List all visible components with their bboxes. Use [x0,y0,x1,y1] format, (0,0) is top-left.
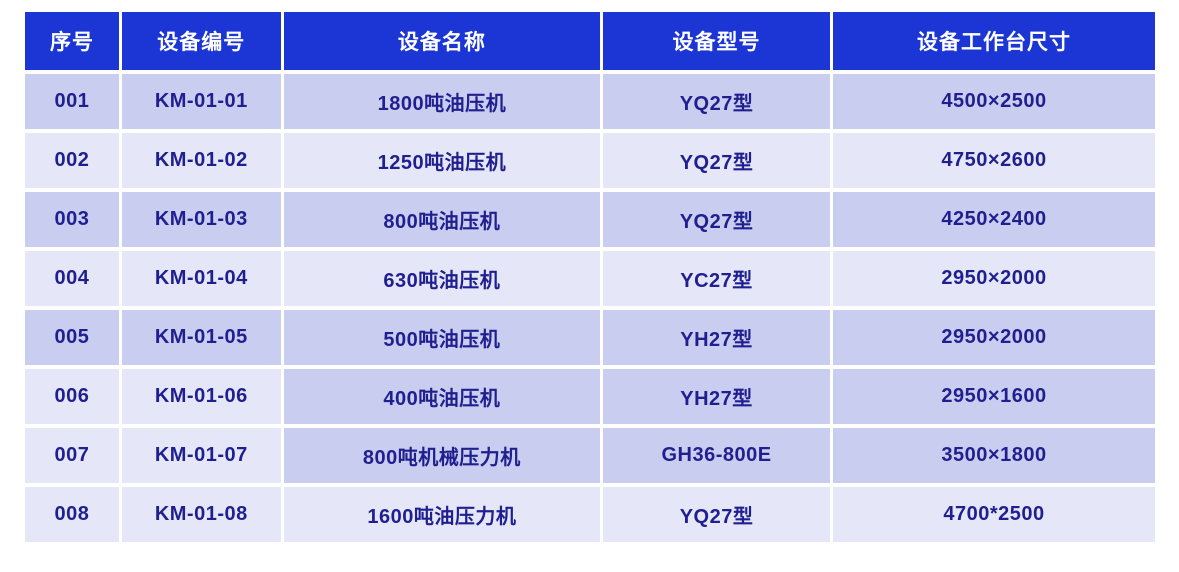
cell-name: 1250吨油压机 [283,133,601,188]
cell-code: KM-01-04 [121,251,281,306]
cell-serial: 004 [25,251,119,306]
table-row: 004 KM-01-04 630吨油压机 YC27型 2950×2000 [25,251,1155,306]
cell-size: 4500×2500 [833,74,1155,129]
equipment-table-container: 序号 设备编号 设备名称 设备型号 设备工作台尺寸 001 KM-01-01 1… [22,8,1158,546]
table-row: 008 KM-01-08 1600吨油压力机 YQ27型 4700*2500 [25,487,1155,542]
cell-size: 4250×2400 [833,192,1155,247]
table-row: 006 KM-01-06 400吨油压机 YH27型 2950×1600 [25,369,1155,424]
cell-name: 400吨油压机 [283,369,601,424]
cell-code: KM-01-08 [121,487,281,542]
cell-code: KM-01-03 [121,192,281,247]
cell-size: 4750×2600 [833,133,1155,188]
cell-model: YQ27型 [603,487,830,542]
cell-size: 2950×2000 [833,251,1155,306]
cell-serial: 008 [25,487,119,542]
table-row: 007 KM-01-07 800吨机械压力机 GH36-800E 3500×18… [25,428,1155,483]
cell-size: 3500×1800 [833,428,1155,483]
cell-size: 2950×2000 [833,310,1155,365]
cell-serial: 002 [25,133,119,188]
cell-code: KM-01-07 [121,428,281,483]
table-row: 005 KM-01-05 500吨油压机 YH27型 2950×2000 [25,310,1155,365]
cell-serial: 001 [25,74,119,129]
table-body: 001 KM-01-01 1800吨油压机 YQ27型 4500×2500 00… [25,74,1155,542]
cell-name: 630吨油压机 [283,251,601,306]
cell-serial: 006 [25,369,119,424]
cell-model: YQ27型 [603,74,830,129]
cell-code: KM-01-02 [121,133,281,188]
column-header-serial: 序号 [25,12,119,70]
cell-model: YQ27型 [603,192,830,247]
cell-serial: 007 [25,428,119,483]
column-header-code: 设备编号 [121,12,281,70]
cell-name: 1600吨油压力机 [283,487,601,542]
cell-code: KM-01-06 [121,369,281,424]
cell-model: YC27型 [603,251,830,306]
header-row: 序号 设备编号 设备名称 设备型号 设备工作台尺寸 [25,12,1155,70]
column-header-name: 设备名称 [283,12,601,70]
cell-serial: 003 [25,192,119,247]
table-row: 002 KM-01-02 1250吨油压机 YQ27型 4750×2600 [25,133,1155,188]
table-row: 003 KM-01-03 800吨油压机 YQ27型 4250×2400 [25,192,1155,247]
cell-name: 800吨油压机 [283,192,601,247]
cell-name: 1800吨油压机 [283,74,601,129]
cell-model: YH27型 [603,369,830,424]
cell-size: 4700*2500 [833,487,1155,542]
cell-model: YQ27型 [603,133,830,188]
equipment-table: 序号 设备编号 设备名称 设备型号 设备工作台尺寸 001 KM-01-01 1… [22,8,1158,546]
cell-code: KM-01-01 [121,74,281,129]
cell-model: GH36-800E [603,428,830,483]
cell-size: 2950×1600 [833,369,1155,424]
table-header: 序号 设备编号 设备名称 设备型号 设备工作台尺寸 [25,12,1155,70]
cell-name: 500吨油压机 [283,310,601,365]
cell-model: YH27型 [603,310,830,365]
cell-code: KM-01-05 [121,310,281,365]
cell-serial: 005 [25,310,119,365]
table-row: 001 KM-01-01 1800吨油压机 YQ27型 4500×2500 [25,74,1155,129]
cell-name: 800吨机械压力机 [283,428,601,483]
column-header-size: 设备工作台尺寸 [833,12,1155,70]
column-header-model: 设备型号 [603,12,830,70]
